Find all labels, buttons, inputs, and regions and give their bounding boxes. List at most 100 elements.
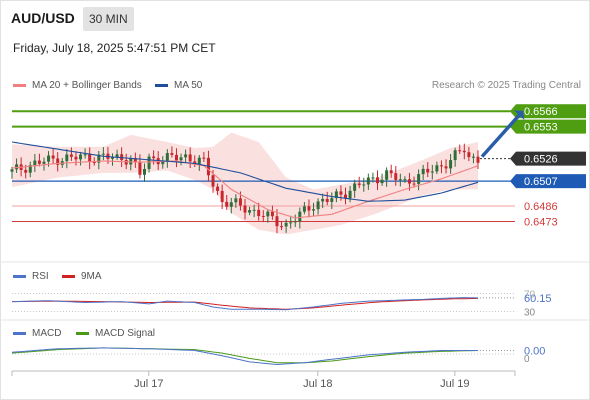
candle-body [467, 152, 471, 158]
candle-body [97, 154, 101, 163]
candle-body [325, 198, 329, 202]
candle-body [15, 164, 19, 170]
candle-body [225, 201, 229, 207]
candle-body [47, 155, 51, 162]
candle-body [152, 156, 156, 159]
candle-body [179, 157, 183, 161]
legend-ma20: MA 20 + Bollinger Bands [13, 80, 142, 91]
candle-body [385, 170, 389, 180]
candle-body [261, 216, 265, 218]
candle-body [362, 184, 366, 186]
candle-body [211, 175, 215, 187]
candle-body [193, 161, 197, 164]
ma50-line [11, 141, 479, 202]
legend-rsi-ma: 9MA [62, 271, 102, 282]
legend-macd-label: MACD [32, 328, 62, 339]
x-tick-label-Jul 17: Jul 17 [134, 378, 163, 390]
candle-body [321, 198, 325, 202]
candle-body [174, 154, 178, 161]
candle-body [37, 160, 41, 164]
candle-body [124, 160, 128, 165]
rsi-swatch [13, 275, 26, 278]
candle-body [453, 150, 457, 161]
candle-body [10, 169, 14, 172]
price-level-label-0.6507: 0.6507 [524, 176, 558, 188]
candle-body [407, 179, 411, 184]
pair-title: AUD/USD [11, 10, 75, 26]
candle-body [471, 156, 475, 158]
candle-body [111, 157, 115, 159]
candle-body [316, 201, 320, 210]
candle-body [353, 183, 357, 191]
candle-body [170, 153, 174, 155]
rsi-level-label-70: 70 [524, 290, 536, 301]
candle-body [129, 158, 133, 165]
candle-body [293, 221, 297, 223]
macd-zero-label: 0 [524, 354, 530, 365]
legend-macd: MACD [13, 328, 61, 339]
rsi-ma-line [12, 297, 479, 310]
legend-rsi-label: RSI [32, 271, 49, 282]
candle-body [417, 174, 421, 184]
candle-body [101, 153, 105, 155]
rsi-line [11, 297, 479, 311]
candle-body [184, 154, 188, 158]
candle-body [24, 169, 28, 173]
candle-body [202, 157, 206, 159]
candle-body [238, 198, 242, 206]
candle-body [280, 226, 284, 228]
candle-body [88, 154, 92, 163]
candle-body [79, 154, 83, 160]
candle-body [234, 198, 238, 203]
candle-body [83, 154, 87, 156]
candle-body [252, 209, 256, 211]
price-level-label-0.6473: 0.6473 [524, 216, 558, 228]
candle-body [389, 170, 393, 174]
candle-body [33, 160, 37, 166]
rsi-level-label-30: 30 [524, 308, 536, 319]
candle-body [398, 179, 402, 181]
projection-arrow-head [513, 110, 525, 120]
candle-body [435, 165, 439, 172]
candle-body [270, 211, 274, 217]
candle-body [42, 161, 46, 164]
candle-body [439, 165, 443, 167]
price-level-label-0.6486: 0.6486 [524, 201, 558, 213]
candle-body [188, 154, 192, 162]
candle-body [421, 168, 425, 175]
candle-body [334, 191, 338, 199]
legend-macd-signal: MACD Signal [76, 328, 155, 339]
candle-body [257, 209, 261, 217]
candle-body [147, 156, 151, 169]
candle-body [266, 211, 270, 217]
candle-body [412, 183, 416, 185]
candle-body [220, 190, 224, 202]
candle-body [458, 150, 462, 152]
price-level-pointer-0.6507 [510, 174, 516, 189]
candle-body [307, 206, 311, 211]
price-level-box-0.6566 [516, 104, 586, 119]
price-level-label-0.6566: 0.6566 [524, 106, 558, 118]
timeframe-badge[interactable]: 30 MIN [83, 7, 134, 31]
candle-body [302, 206, 306, 212]
candle-body [375, 177, 379, 184]
candle-body [449, 160, 453, 169]
legend-macd-signal-label: MACD Signal [95, 328, 156, 339]
legend-ma50-label: MA 50 [174, 80, 203, 91]
projection-arrow-shaft [480, 114, 521, 158]
candle-body [216, 186, 220, 191]
candle-body [115, 154, 119, 158]
candle-body [289, 222, 293, 224]
legend-ma20-label: MA 20 + Bollinger Bands [32, 80, 142, 91]
candle-body [28, 165, 32, 173]
price-level-label-0.6553: 0.6553 [524, 122, 558, 134]
candle-body [339, 191, 343, 195]
candle-body [284, 222, 288, 227]
candle-body [357, 183, 361, 186]
candle-body [51, 155, 55, 159]
candle-body [229, 202, 233, 207]
macd-line [11, 347, 478, 366]
candle-body [426, 168, 430, 173]
candle-body [344, 194, 348, 199]
candle-body [197, 157, 201, 164]
